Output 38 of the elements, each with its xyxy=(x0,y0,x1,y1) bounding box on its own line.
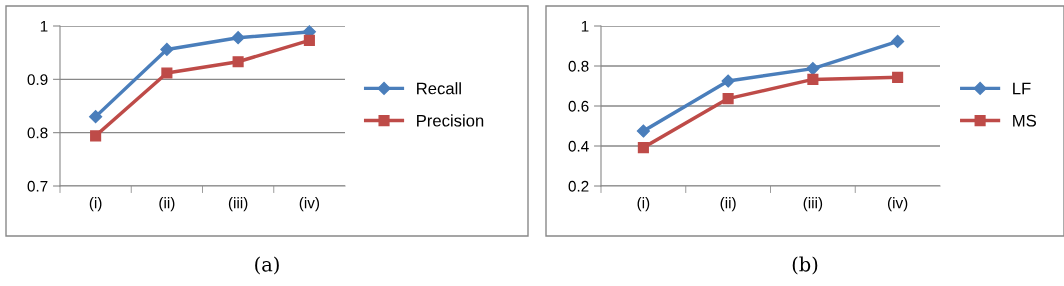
x-tick-label: (ii) xyxy=(720,197,736,212)
text: (a) xyxy=(255,256,279,275)
legend-label: Recall xyxy=(417,82,461,95)
x-tick-label: (iv) xyxy=(887,197,908,212)
point xyxy=(231,31,245,45)
point xyxy=(160,42,174,57)
point xyxy=(232,56,244,68)
point xyxy=(90,130,102,142)
y-tick-label: 0.6 xyxy=(568,100,589,112)
point xyxy=(161,67,173,79)
x-tick-label: (iv) xyxy=(299,197,320,212)
y-tick-label: 0.9 xyxy=(27,74,48,86)
point xyxy=(303,34,315,46)
x-tick-label: (iii) xyxy=(228,197,248,212)
point xyxy=(891,34,905,48)
x-tick-label: (i) xyxy=(89,197,102,212)
point xyxy=(722,93,734,105)
y-tick-label: 0.2 xyxy=(568,180,589,192)
point xyxy=(807,73,819,85)
y-tick-label: 1 xyxy=(581,21,589,32)
x-tick-label: (ii) xyxy=(159,197,175,212)
y-tick-label: 0.7 xyxy=(27,180,48,192)
text: (b) xyxy=(792,256,818,275)
point xyxy=(89,110,103,124)
y-tick-label: 1 xyxy=(40,21,48,32)
y-tick-label: 0.8 xyxy=(568,60,589,72)
point xyxy=(636,124,650,138)
point xyxy=(721,74,735,88)
legend-label: LF xyxy=(1013,82,1031,95)
x-tick-label: (i) xyxy=(637,197,650,212)
y-tick-label: 0.4 xyxy=(568,140,589,152)
point xyxy=(892,71,904,83)
legend-label: MS xyxy=(1013,114,1037,127)
point xyxy=(637,142,649,154)
point xyxy=(806,62,820,76)
y-tick-label: 0.8 xyxy=(27,127,48,139)
legend-label: Precision xyxy=(417,114,484,127)
x-tick-label: (iii) xyxy=(803,197,823,212)
